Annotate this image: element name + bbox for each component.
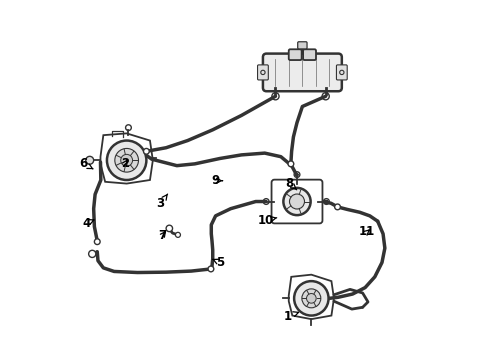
Text: 4: 4 (82, 216, 94, 230)
FancyBboxPatch shape (289, 49, 302, 60)
Text: 9: 9 (212, 174, 222, 187)
Text: 8: 8 (286, 177, 297, 190)
FancyBboxPatch shape (337, 65, 347, 80)
Text: 5: 5 (213, 256, 224, 269)
Text: 1: 1 (284, 310, 298, 323)
Circle shape (95, 239, 100, 244)
Circle shape (115, 148, 139, 172)
FancyBboxPatch shape (303, 49, 316, 60)
Text: 3: 3 (157, 194, 168, 210)
Circle shape (166, 225, 172, 231)
Circle shape (283, 188, 311, 215)
Circle shape (290, 194, 304, 209)
Text: 11: 11 (359, 225, 375, 238)
Circle shape (121, 154, 133, 166)
Circle shape (302, 289, 321, 308)
Circle shape (107, 140, 147, 180)
Circle shape (89, 250, 96, 257)
FancyBboxPatch shape (258, 65, 269, 80)
FancyBboxPatch shape (263, 54, 342, 91)
Text: 2: 2 (121, 157, 129, 170)
Circle shape (307, 293, 316, 303)
Circle shape (288, 161, 294, 167)
Text: 10: 10 (258, 214, 277, 227)
Text: 6: 6 (79, 157, 93, 170)
Circle shape (208, 266, 214, 272)
Circle shape (294, 281, 329, 316)
Text: 7: 7 (158, 229, 167, 242)
Circle shape (144, 148, 149, 154)
FancyBboxPatch shape (298, 42, 307, 49)
Circle shape (175, 232, 180, 237)
Circle shape (86, 156, 94, 164)
Circle shape (335, 204, 341, 210)
